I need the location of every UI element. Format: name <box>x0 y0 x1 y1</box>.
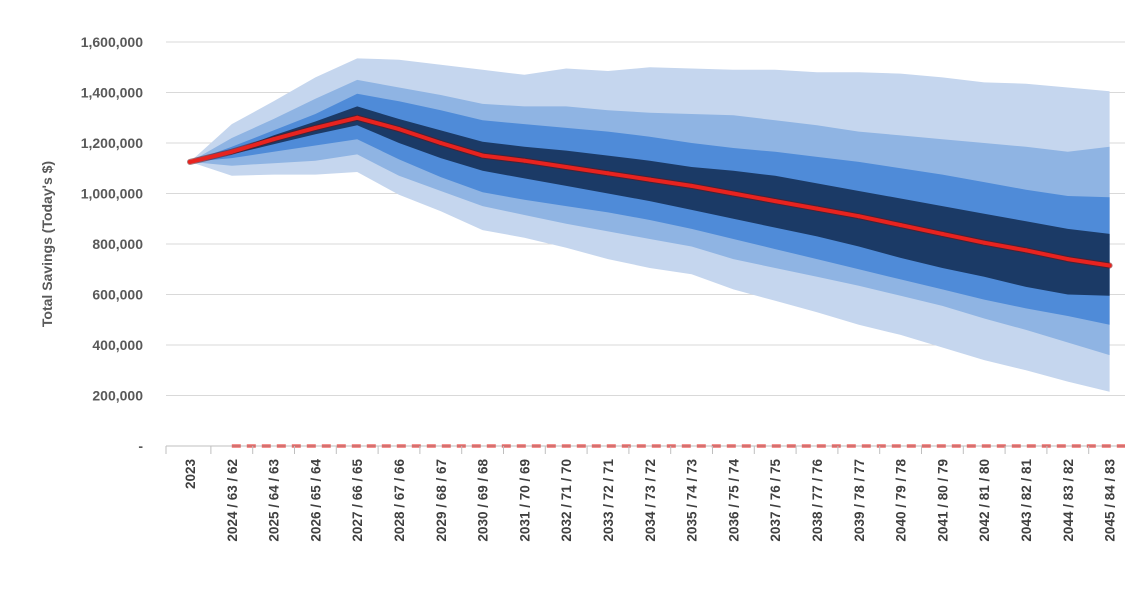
y-tick-label: 1,400,000 <box>81 85 143 101</box>
median-point <box>355 115 360 120</box>
percentile-band-3 <box>190 93 1110 325</box>
x-tick-label: 2030 / 69 / 68 <box>476 459 491 542</box>
percentile-bands <box>190 58 1110 392</box>
median-point <box>898 223 903 228</box>
median-point <box>647 177 652 182</box>
median-point <box>982 240 987 245</box>
x-tick-label: 2023 <box>183 459 198 490</box>
y-tick-label: 200,000 <box>92 388 143 404</box>
x-tick-label: 2027 / 66 / 65 <box>350 459 365 542</box>
x-tick-label: 2043 / 82 / 81 <box>1019 459 1034 542</box>
median-point <box>1107 263 1112 268</box>
x-tick-label: 2038 / 77 / 76 <box>810 459 825 542</box>
median-point <box>564 165 569 169</box>
percentile-band-4 <box>190 106 1110 296</box>
median-point <box>1024 248 1028 253</box>
axes: - 200,000 400,000 600,000 800,000 1,000,000 1,… <box>81 34 1125 542</box>
median-point <box>271 137 276 142</box>
median-point <box>188 159 192 164</box>
y-tick-label: 800,000 <box>92 236 143 252</box>
x-tick-label: 2028 / 67 / 66 <box>392 459 407 542</box>
x-tick-label: 2024 / 63 / 62 <box>225 459 240 542</box>
median-point <box>438 141 443 145</box>
y-tick-label: 1,200,000 <box>81 135 143 151</box>
x-tick-label: 2034 / 73 / 72 <box>643 459 658 542</box>
median-point <box>229 149 234 154</box>
x-tick-label: 2044 / 83 / 82 <box>1061 459 1076 542</box>
median-point <box>689 183 694 188</box>
x-tick-label: 2035 / 74 / 73 <box>685 459 700 542</box>
x-tick-label: 2036 / 75 / 74 <box>726 459 741 542</box>
median-point <box>606 171 610 176</box>
y-axis-title: Total Savings (Today's $) <box>39 161 55 327</box>
x-tick-label: 2026 / 65 / 64 <box>308 459 323 542</box>
x-tick-label: 2031 / 70 / 69 <box>517 459 532 542</box>
median-point <box>1065 257 1070 262</box>
y-tick-label: - <box>138 438 143 454</box>
x-tick-label: 2025 / 64 / 63 <box>267 459 282 542</box>
median-point <box>731 191 736 196</box>
median-point <box>940 231 945 236</box>
x-tick-label: 2037 / 76 / 75 <box>768 459 783 542</box>
x-tick-label: 2045 / 84 / 83 <box>1103 459 1118 542</box>
x-tick-label: 2042 / 81 / 80 <box>977 459 992 542</box>
median-point <box>397 127 401 132</box>
x-tick-label: 2039 / 78 / 77 <box>852 459 867 542</box>
y-tick-label: 400,000 <box>92 337 143 353</box>
median-point <box>815 206 819 211</box>
median-point <box>313 125 318 130</box>
x-tick-label: 2032 / 71 / 70 <box>559 459 574 542</box>
median-point <box>856 214 861 219</box>
x-tick-label: 2041 / 80 / 79 <box>935 459 950 542</box>
median-point <box>773 199 778 204</box>
median-point <box>522 158 527 163</box>
median-point <box>480 153 485 158</box>
y-tick-label: 600,000 <box>92 287 143 303</box>
x-tick-label: 2029 / 68 / 67 <box>434 459 449 542</box>
y-tick-label: 1,600,000 <box>81 34 143 50</box>
y-tick-label: 1,000,000 <box>81 186 143 202</box>
x-tick-label: 2033 / 72 / 71 <box>601 459 616 542</box>
x-tick-label: 2040 / 79 / 78 <box>894 459 909 542</box>
